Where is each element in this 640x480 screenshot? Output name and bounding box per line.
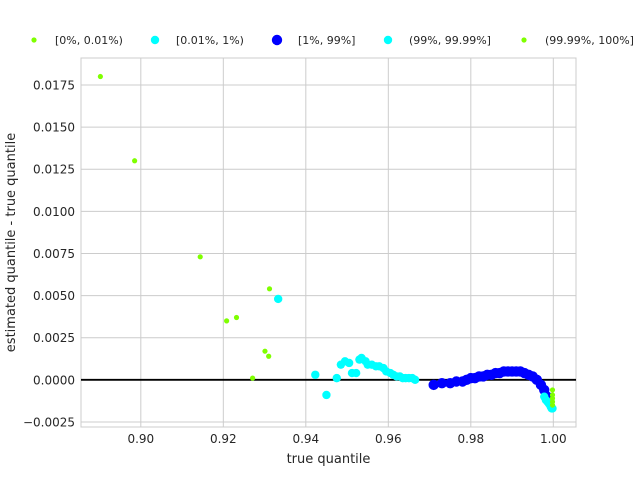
data-point-series-1	[311, 370, 320, 379]
data-point-series-1	[273, 294, 283, 304]
legend-label: (99%, 99.99%]	[409, 34, 491, 47]
legend-item: (99.99%, 100%]	[521, 34, 634, 47]
y-tick-label: 0.0100	[33, 205, 75, 219]
legend-marker	[150, 35, 160, 45]
legend-label: [0.01%, 1%)	[176, 34, 244, 47]
x-tick-label: 0.98	[457, 432, 484, 446]
y-axis-ticks: −0.0025 0.0000 0.0025 0.0050 0.0075 0.0100 0.0…	[23, 78, 75, 429]
data-point-series-1	[351, 368, 361, 378]
legend-label: [1%, 99%]	[298, 34, 355, 47]
data-point-series-0	[266, 286, 273, 292]
grid	[81, 58, 576, 427]
data-point-series-0	[132, 158, 138, 164]
x-tick-label: 0.90	[127, 432, 154, 446]
data-point-series-2	[436, 377, 448, 389]
x-tick-label: 1.00	[540, 432, 567, 446]
x-axis-label: true quantile	[287, 452, 371, 467]
y-tick-label: 0.0125	[33, 163, 75, 177]
y-tick-label: 0.0025	[33, 331, 75, 345]
data-point-series-1	[410, 375, 420, 385]
y-tick-label: 0.0050	[33, 289, 75, 303]
y-tick-label: −0.0025	[23, 415, 75, 429]
x-axis-ticks: 0.90 0.92 0.94 0.96 0.98 1.00	[127, 432, 566, 446]
legend-marker	[271, 34, 283, 46]
y-tick-label: 0.0000	[33, 373, 75, 387]
legend-item: [0.01%, 1%)	[150, 34, 244, 47]
data-point-series-4	[549, 402, 556, 408]
y-tick-label: 0.0175	[33, 78, 75, 92]
data-point-series-0	[262, 348, 268, 354]
data-point-series-0	[97, 73, 103, 80]
legend: [0%, 0.01%) [0.01%, 1%) [1%, 99%] (99%, 99.…	[31, 34, 634, 47]
data-point-series-0	[266, 353, 272, 359]
legend-item: [1%, 99%]	[271, 34, 355, 47]
data-point-series-2	[428, 379, 439, 391]
plot-area	[80, 57, 577, 428]
data-point-series-0	[250, 375, 256, 381]
legend-item: (99%, 99.99%]	[383, 34, 491, 47]
data-point-series-1	[322, 390, 331, 400]
legend-marker	[521, 37, 527, 43]
data-point-series-1	[344, 358, 354, 368]
data-point-series-0	[224, 318, 230, 324]
data-point-series-4	[549, 387, 556, 393]
y-axis-label: estimated quantile - true quantile	[4, 133, 19, 352]
legend-label: (99.99%, 100%]	[545, 34, 634, 47]
x-tick-label: 0.94	[292, 432, 319, 446]
x-tick-label: 0.96	[375, 432, 402, 446]
data-point-series-1	[332, 373, 341, 383]
y-tick-label: 0.0075	[33, 247, 75, 261]
x-tick-label: 0.92	[210, 432, 237, 446]
legend-item: [0%, 0.01%)	[31, 34, 123, 47]
legend-marker	[383, 35, 393, 45]
y-tick-label: 0.0150	[33, 121, 75, 135]
data-point-series-0	[233, 314, 240, 321]
data-point-series-0	[197, 254, 203, 260]
legend-label: [0%, 0.01%)	[55, 34, 123, 47]
data-points	[97, 73, 557, 413]
legend-marker	[31, 37, 37, 43]
